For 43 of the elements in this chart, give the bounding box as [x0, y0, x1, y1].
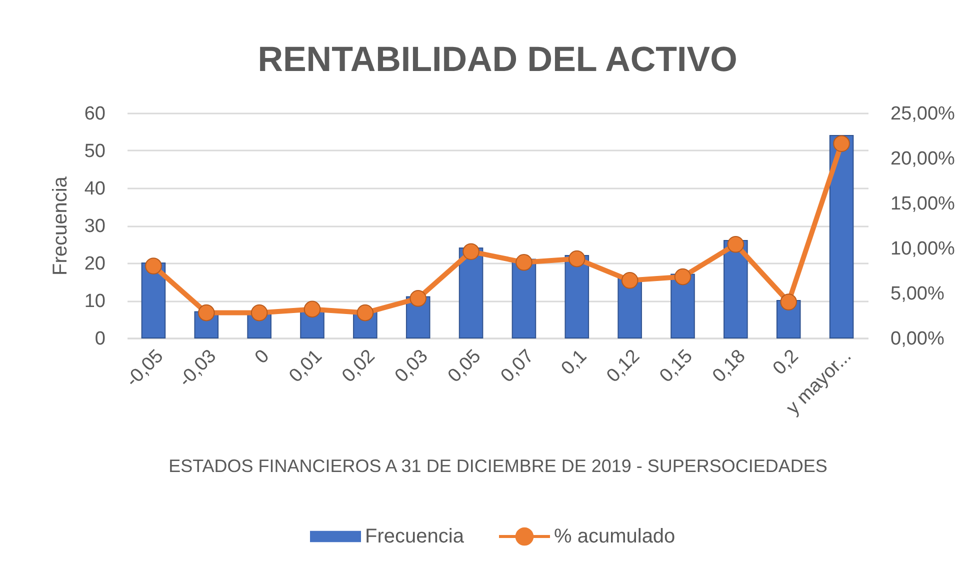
point — [780, 294, 798, 310]
y-tick-label: 10 — [84, 291, 106, 312]
x-tick-label: 0,01 — [285, 346, 326, 387]
point — [674, 268, 692, 286]
y2-tick-label: 15,00% — [890, 194, 956, 214]
legend-label: % acumulado — [554, 526, 676, 548]
x-tick-label: 0,03 — [391, 346, 432, 387]
point — [727, 236, 744, 253]
point — [568, 250, 586, 268]
x-tick-label: 0,02 — [338, 346, 380, 387]
x-tick-label: 0,15 — [656, 346, 697, 387]
chart-title: RENTABILIDAD DEL ACTIVO — [258, 40, 738, 79]
y-tick-label: 30 — [84, 216, 106, 237]
y2-tick-label: 20,00% — [890, 148, 956, 170]
point — [250, 304, 268, 322]
y-tick-label: 40 — [84, 178, 106, 200]
x-tick-label: 0,12 — [602, 346, 644, 387]
y2-tick-label: 5,00% — [890, 284, 944, 304]
x-tick-label: 0,2 — [769, 346, 803, 380]
point — [356, 304, 374, 322]
point — [410, 290, 427, 307]
y2-tick-label: 10,00% — [890, 238, 956, 260]
y2-tick-label: 25,00% — [890, 104, 956, 124]
point — [833, 135, 850, 152]
point — [462, 243, 480, 260]
point — [198, 304, 215, 322]
x-tick-label: 0 — [251, 346, 274, 368]
x-tick-label: 0,18 — [708, 346, 750, 387]
legend-label: Frecuencia — [365, 526, 465, 548]
y-tick-label: 0 — [94, 328, 106, 350]
point — [145, 258, 162, 274]
point — [516, 254, 532, 271]
y-tick-label: 20 — [84, 254, 106, 274]
x-axis-title: ESTADOS FINANCIEROS A 31 DE DICIEMBRE DE 2019 - SUPERSOCIEDADES — [168, 456, 828, 476]
point — [621, 272, 638, 289]
y-tick-label: 60 — [84, 104, 106, 124]
point — [304, 300, 321, 318]
y-axis-title: Frecuencia — [49, 176, 72, 276]
y2-tick-label: 0,00% — [890, 328, 944, 350]
bar — [829, 135, 854, 338]
x-tick-label: 0,1 — [558, 346, 592, 380]
y-tick-label: 50 — [84, 141, 106, 162]
x-tick-label: 0,05 — [444, 346, 486, 387]
